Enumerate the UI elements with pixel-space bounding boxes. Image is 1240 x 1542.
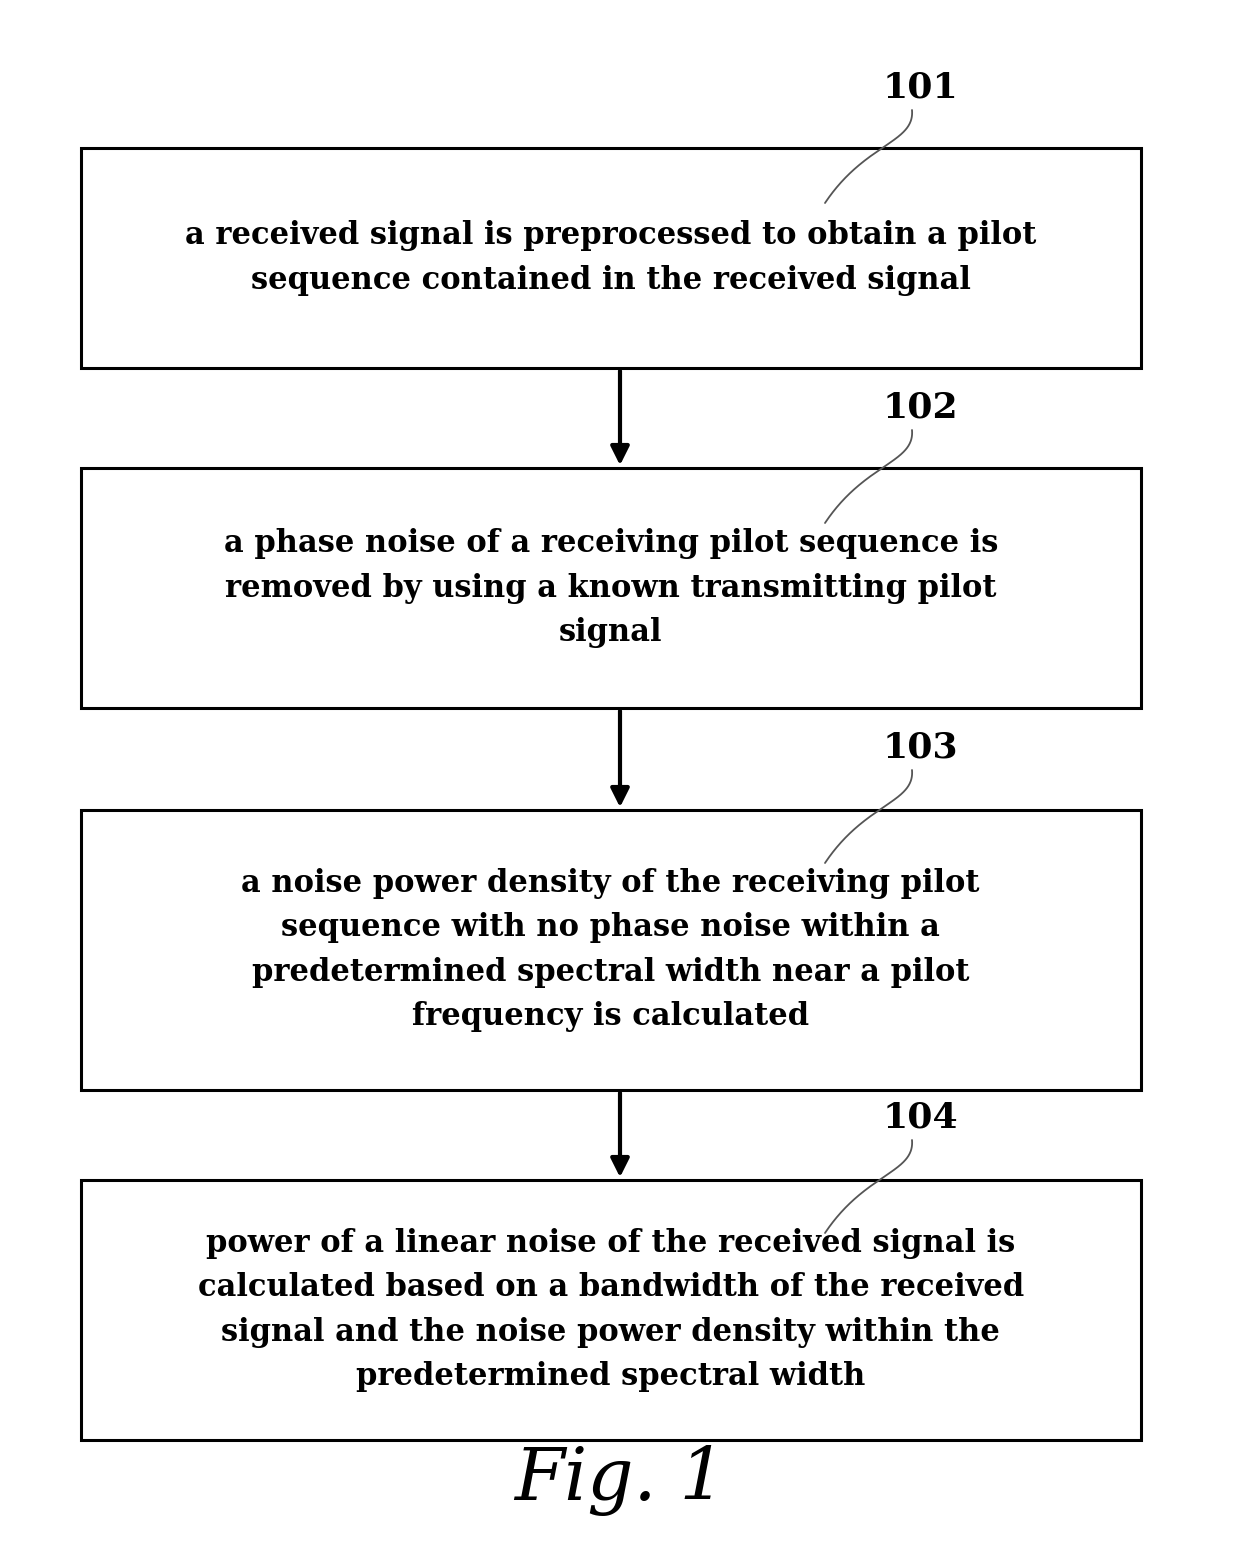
Bar [81,810,1141,1090]
Text: power of a linear noise of the received signal is
calculated based on a bandwidt: power of a linear noise of the received … [197,1227,1024,1392]
Bar [81,469,1141,708]
Text: 103: 103 [882,731,957,765]
Text: a noise power density of the receiving pilot
sequence with no phase noise within: a noise power density of the receiving p… [242,868,980,1032]
Text: 101: 101 [882,71,957,105]
Text: 104: 104 [882,1101,957,1135]
Text: a received signal is preprocessed to obtain a pilot
sequence contained in the re: a received signal is preprocessed to obt… [185,221,1037,296]
Text: Fig. 1: Fig. 1 [515,1445,725,1516]
Text: a phase noise of a receiving pilot sequence is
removed by using a known transmit: a phase noise of a receiving pilot seque… [223,529,998,648]
Bar [81,148,1141,369]
Text: 102: 102 [882,392,957,426]
Bar [81,1180,1141,1440]
